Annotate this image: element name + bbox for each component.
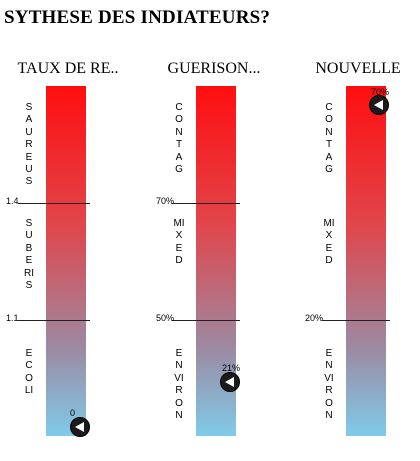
arrow-left-icon xyxy=(225,377,234,387)
page-title: SYTHESE DES INDIATEURS? xyxy=(4,7,271,28)
marker-value: 0 xyxy=(70,408,76,418)
category-word: SAUREUS xyxy=(25,102,33,188)
arrow-left-icon xyxy=(75,422,84,432)
category-word: ENVIRON xyxy=(324,348,334,422)
marker-value: 21% xyxy=(222,363,241,373)
indicator-bar-nouvelle xyxy=(346,86,386,436)
tick-label-lower: 50% xyxy=(156,313,175,323)
value-marker[interactable] xyxy=(220,372,240,392)
value-marker[interactable] xyxy=(70,417,90,437)
category-word: CONTAG xyxy=(175,102,183,176)
tick-line-lower xyxy=(322,320,390,321)
arrow-left-icon xyxy=(374,100,383,110)
category-word: MIXED xyxy=(173,218,185,267)
column-title-nouvelle: NOUVELLE xyxy=(315,60,401,77)
tick-label-lower: 20% xyxy=(305,313,324,323)
tick-line-upper xyxy=(18,203,90,204)
marker-value: 70% xyxy=(371,87,390,97)
category-word: SUBERIS xyxy=(24,218,34,292)
value-marker[interactable] xyxy=(369,95,389,115)
category-word: MIXED xyxy=(323,218,335,267)
column-title-guerison: GUERISON... xyxy=(167,60,261,77)
tick-label-upper: 70% xyxy=(156,196,175,206)
tick-line-lower xyxy=(172,320,240,321)
tick-label-upper: 1.4 xyxy=(6,196,19,206)
tick-line-upper xyxy=(172,203,240,204)
category-word: ENVIRON xyxy=(174,348,184,422)
category-word: ECOLI xyxy=(24,348,34,397)
column-title-taux: TAUX DE RE.. xyxy=(17,60,119,77)
category-word: CONTAG xyxy=(325,102,333,176)
tick-label-lower: 1.1 xyxy=(6,313,19,323)
indicator-bar-taux xyxy=(46,86,86,436)
tick-line-lower xyxy=(18,320,90,321)
